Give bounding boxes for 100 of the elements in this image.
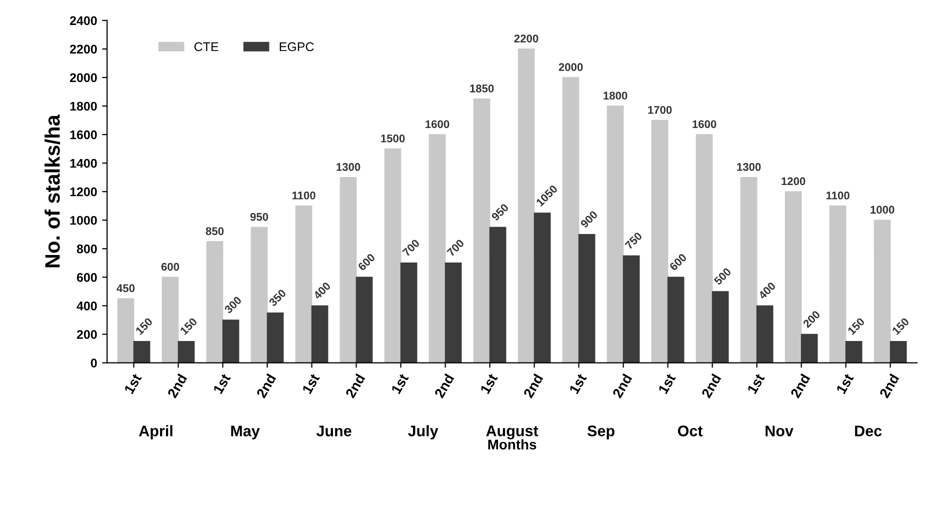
y-tick-label: 1800 bbox=[70, 102, 97, 111]
data-label: 1200 bbox=[782, 177, 806, 186]
y-tick-label: 2200 bbox=[70, 44, 97, 54]
y-tick-label: 1600 bbox=[70, 130, 97, 140]
bar bbox=[356, 276, 373, 363]
text: April bbox=[139, 425, 172, 440]
text: Oct bbox=[678, 426, 703, 436]
y-tick-label: 800 bbox=[76, 244, 97, 254]
bar bbox=[311, 305, 328, 363]
y-tick-label: 400 bbox=[76, 302, 97, 310]
x-tick-label: 1st bbox=[302, 372, 320, 394]
data-label: 1600 bbox=[426, 120, 450, 128]
x-axis-title: Months bbox=[488, 439, 536, 450]
bar bbox=[562, 77, 580, 363]
bar bbox=[340, 176, 357, 363]
bar bbox=[428, 134, 446, 363]
data-label: 700 bbox=[402, 238, 420, 257]
bar bbox=[117, 298, 134, 363]
data-label: 2000 bbox=[558, 63, 583, 72]
bar bbox=[473, 98, 490, 363]
y-tick-label: 1000 bbox=[70, 216, 97, 225]
x-tick-label: 1st bbox=[747, 372, 765, 394]
data-label: 350 bbox=[268, 288, 287, 307]
bar bbox=[178, 340, 195, 363]
bar bbox=[384, 148, 402, 363]
y-tick-label: 600 bbox=[76, 273, 97, 282]
bar bbox=[222, 320, 240, 363]
bar bbox=[578, 234, 596, 363]
text: July bbox=[408, 425, 438, 440]
text: Dec bbox=[855, 426, 882, 436]
bar bbox=[712, 291, 729, 363]
bar bbox=[133, 340, 150, 363]
x-tick-label: 1st bbox=[569, 372, 587, 394]
data-label: 1000 bbox=[870, 206, 894, 214]
y-tick-label: 1200 bbox=[70, 187, 97, 196]
bar bbox=[266, 312, 284, 363]
bar bbox=[696, 134, 713, 363]
bar bbox=[845, 340, 862, 363]
data-label: 1850 bbox=[470, 84, 494, 92]
data-label: 600 bbox=[161, 262, 180, 271]
bar bbox=[162, 276, 179, 363]
data-label: 150 bbox=[135, 317, 154, 336]
text: Nov bbox=[766, 426, 794, 436]
bar bbox=[250, 226, 268, 363]
data-label: 600 bbox=[668, 253, 688, 272]
x-tick-label: 1st bbox=[213, 372, 231, 394]
bar bbox=[295, 205, 312, 363]
data-label: 700 bbox=[446, 238, 465, 257]
data-label: 1300 bbox=[737, 163, 761, 171]
data-label: 950 bbox=[250, 212, 268, 221]
data-label: 1100 bbox=[826, 192, 850, 200]
data-label: 200 bbox=[802, 310, 821, 328]
data-label: 150 bbox=[180, 317, 198, 336]
data-label: 150 bbox=[847, 317, 866, 336]
bar bbox=[829, 205, 846, 363]
bar bbox=[206, 241, 224, 363]
bar bbox=[784, 191, 802, 363]
bar bbox=[890, 340, 907, 363]
x-tick-label: 1st bbox=[124, 372, 142, 394]
bar bbox=[400, 262, 418, 363]
y-tick-label: 1400 bbox=[70, 158, 97, 168]
y-tick-label: 2400 bbox=[70, 16, 97, 26]
y-tick-label: 0 bbox=[90, 358, 97, 368]
data-label: 150 bbox=[892, 317, 910, 336]
bar bbox=[606, 106, 624, 363]
bar bbox=[756, 305, 774, 363]
data-label: 750 bbox=[624, 232, 643, 250]
bar bbox=[622, 255, 640, 363]
data-label: 1600 bbox=[692, 120, 716, 128]
data-label: 600 bbox=[357, 253, 376, 272]
bar bbox=[489, 226, 506, 363]
data-label: 950 bbox=[490, 203, 510, 222]
data-label: 900 bbox=[580, 210, 598, 228]
data-label: 500 bbox=[713, 267, 732, 286]
bar bbox=[534, 212, 551, 363]
bar bbox=[667, 276, 684, 363]
text: June bbox=[316, 426, 352, 436]
x-tick-label: 1st bbox=[836, 372, 854, 394]
legend-label: CTE bbox=[194, 42, 218, 52]
legend-label: EGPC bbox=[280, 42, 314, 52]
x-tick-label: 1st bbox=[658, 372, 676, 394]
text: May bbox=[231, 426, 260, 440]
bar bbox=[444, 262, 462, 363]
data-label: 850 bbox=[206, 227, 224, 236]
y-tick-label: 2000 bbox=[70, 73, 97, 82]
bar bbox=[874, 220, 891, 363]
text: August bbox=[486, 426, 538, 440]
data-label: 400 bbox=[758, 282, 776, 300]
data-label: 450 bbox=[116, 284, 135, 292]
data-label: 1700 bbox=[648, 106, 672, 114]
data-label: 300 bbox=[224, 296, 242, 314]
bar bbox=[518, 48, 535, 363]
data-label: 1100 bbox=[292, 192, 316, 200]
y-axis-title: No. of stalks/ha bbox=[44, 114, 60, 268]
data-label: 2200 bbox=[514, 34, 538, 42]
x-tick-label: 1st bbox=[480, 372, 498, 394]
data-label: 1300 bbox=[336, 163, 360, 171]
x-tick-label: 1st bbox=[391, 372, 409, 394]
text: Sep bbox=[587, 426, 614, 440]
bar bbox=[651, 120, 668, 363]
